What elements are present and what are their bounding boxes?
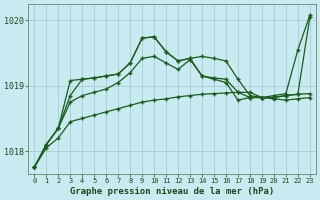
- X-axis label: Graphe pression niveau de la mer (hPa): Graphe pression niveau de la mer (hPa): [70, 187, 274, 196]
